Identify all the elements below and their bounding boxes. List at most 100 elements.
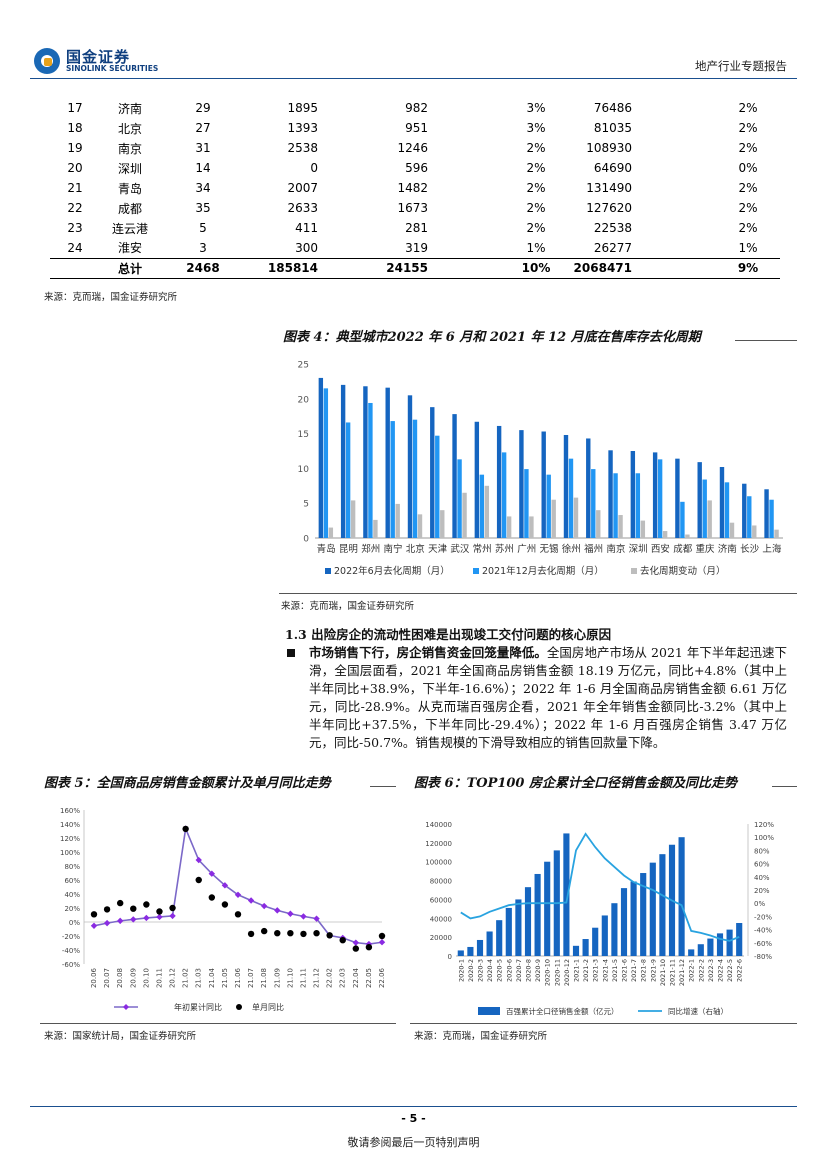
bar-1: [412, 419, 418, 538]
monthly-point: [300, 930, 307, 938]
x-tick-label: 2021-11: [669, 959, 677, 986]
x-tick-label: 2021-8: [640, 959, 648, 982]
bar-0: [764, 489, 769, 538]
y2-tick-label: 60%: [754, 861, 770, 869]
bar-2: [752, 525, 757, 538]
y2-tick-label: -40%: [754, 927, 772, 935]
x-tick-label: 2022-1: [688, 959, 696, 982]
table-cell: 34: [195, 181, 211, 195]
table-cell: 319: [405, 240, 428, 255]
cumulative-marker: [221, 882, 229, 889]
bar-1: [568, 458, 574, 538]
bar-sales: [640, 873, 647, 956]
table-row: 23 连云港 5 411 281 2% 22538 2%: [50, 218, 780, 238]
table-cell: 22538: [593, 221, 632, 235]
bar-2: [707, 500, 712, 538]
x-tick-label: 2021-9: [649, 959, 657, 982]
table-cell: 982: [405, 101, 428, 115]
table-cell: 2%: [738, 121, 758, 135]
x-tick-label: 21.08: [260, 968, 268, 988]
y2-tick-label: 120%: [754, 821, 774, 829]
x-tick-label: 徐州: [562, 543, 581, 555]
table-cell: 2%: [526, 141, 546, 155]
x-tick-label: 2020-3: [477, 959, 485, 982]
monthly-point: [287, 930, 294, 937]
cumulative-marker: [378, 939, 386, 946]
x-tick-label: 2021-1: [573, 959, 581, 982]
monthly-point: [274, 930, 281, 937]
bar-0: [452, 414, 457, 538]
x-tick-label: 2022-2: [697, 959, 705, 982]
x-tick-label: 无锡: [539, 543, 558, 555]
cumulative-marker: [260, 902, 268, 910]
bar-sales: [659, 854, 666, 956]
monthly-point: [130, 905, 137, 912]
monthly-point: [143, 901, 150, 908]
x-tick-label: 长沙: [740, 543, 760, 555]
bar-1: [635, 473, 641, 538]
monthly-point: [195, 876, 202, 884]
y2-tick-label: -20%: [754, 913, 772, 921]
bar-2: [640, 520, 646, 538]
legend-swatch-1: [473, 568, 479, 574]
x-tick-label: 北京: [406, 543, 425, 555]
x-tick-label: 南宁: [383, 543, 402, 555]
table-row: 18 北京 27 1393 951 3% 81035 2%: [50, 118, 780, 138]
bar-sales: [707, 938, 714, 956]
bar-0: [742, 483, 747, 538]
table-row: 21 青岛 34 2007 1482 2% 131490 2%: [50, 178, 780, 198]
x-tick-label: 20.07: [103, 968, 111, 988]
bar-1: [390, 421, 395, 538]
bar-sales: [726, 929, 733, 956]
bar-2: [373, 519, 378, 538]
table-cell: 185814: [246, 257, 356, 279]
x-tick-label: 21.10: [286, 968, 294, 988]
y-tick-label: 140000: [425, 821, 452, 829]
legend-marker-1: [236, 1004, 242, 1010]
bar-sales: [649, 862, 656, 956]
bar-2: [551, 499, 556, 538]
bar-1: [368, 402, 373, 538]
x-tick-label: 21.03: [195, 968, 203, 988]
monthly-point: [247, 930, 255, 938]
y-tick-label: 80%: [64, 863, 80, 871]
bullet-icon: [287, 649, 295, 657]
table-cell: 2%: [526, 221, 546, 235]
table-cell: 连云港: [111, 221, 148, 236]
table-cell: 2%: [526, 161, 546, 175]
x-tick-label: 天津: [428, 544, 448, 555]
table-cell: 总计: [100, 257, 160, 279]
table-row: 22 成都 35 2633 1673 2% 127620 2%: [50, 198, 780, 218]
y-tick-label: -60%: [62, 961, 80, 969]
x-tick-label: 21.07: [247, 968, 255, 988]
table-cell: 21: [67, 181, 83, 195]
x-tick-label: 22.02: [326, 968, 334, 988]
legend-swatch-2: [631, 568, 637, 574]
table-cell: 2%: [738, 141, 758, 155]
table-cell: 1482: [397, 181, 428, 195]
x-tick-label: 2020-6: [505, 959, 513, 982]
table-cell: 0: [310, 161, 318, 175]
y-tick-label: -40%: [62, 947, 80, 955]
x-tick-label: 西安: [651, 543, 670, 555]
x-tick-label: 20.12: [169, 968, 177, 988]
x-tick-label: 20.08: [116, 968, 124, 988]
table-cell: 3%: [526, 121, 546, 135]
y-tick-label: 80000: [430, 878, 452, 886]
x-tick-label: 2021-6: [621, 959, 629, 982]
y-tick-label: 40%: [64, 891, 80, 899]
table-cell: 281: [405, 221, 428, 235]
bar-0: [496, 425, 502, 538]
legend-label-1: 同比增速（右轴）: [668, 1006, 728, 1016]
monthly-point: [221, 901, 229, 908]
y-tick-label: 0%: [69, 919, 80, 927]
table-cell: 3: [199, 240, 207, 255]
table-cell: 2068471: [566, 257, 676, 279]
fig6-chart: 0 20000 40000 60000 80000 100000 120000 140000 -…: [425, 821, 774, 1016]
page-header: 国金证券 SINOLINK SECURITIES 地产行业专题报告: [30, 44, 797, 78]
table-cell: 17: [67, 101, 83, 115]
y2-tick-label: 0%: [754, 900, 765, 908]
x-tick-label: 21.04: [208, 967, 216, 988]
table-cell: 2%: [738, 181, 758, 195]
x-tick-label: 重庆: [695, 543, 715, 555]
